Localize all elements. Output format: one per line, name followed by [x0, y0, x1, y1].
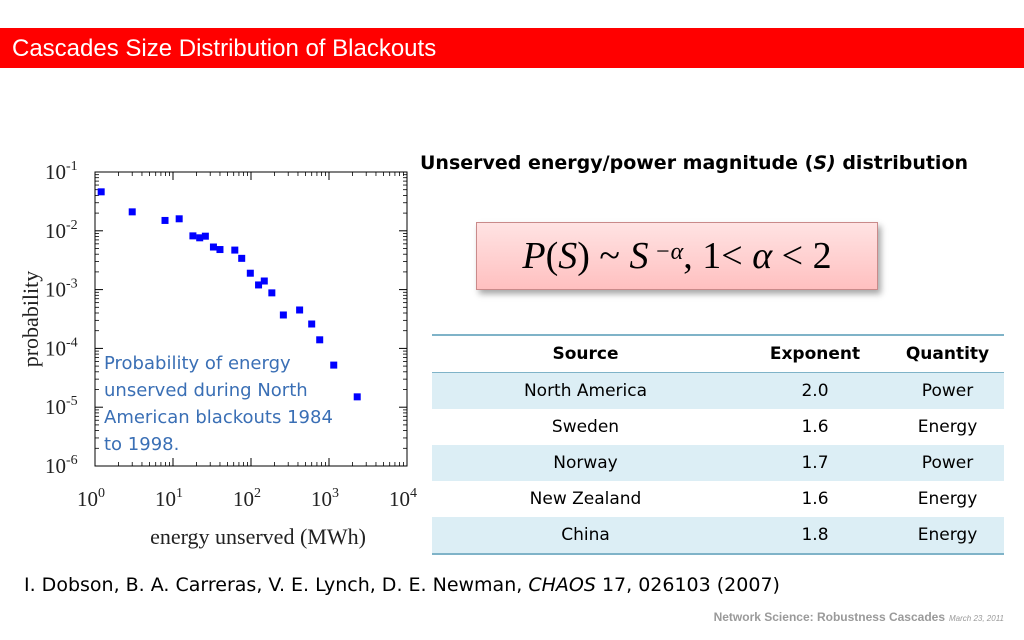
cell-quantity: Energy	[917, 489, 978, 509]
citation-journal: CHAOS	[528, 574, 596, 596]
data-point	[97, 188, 105, 196]
table-row: Norway 1.7 Power	[432, 445, 1004, 481]
header-exponent: Exponent	[739, 334, 891, 373]
x-tick-label: 103	[311, 486, 339, 511]
y-tick-label: 10-3	[45, 277, 78, 302]
distribution-title-prefix: Unserved energy/power magnitude (	[420, 152, 814, 174]
cell-exponent: 1.7	[739, 445, 891, 481]
x-axis-label: energy unserved (MWh)	[150, 524, 366, 549]
data-point	[246, 269, 254, 277]
table-row: China 1.8 Energy	[432, 517, 1004, 555]
x-tick-label: 100	[77, 486, 105, 511]
formula-rparen-tilde: ) ~	[577, 235, 630, 277]
distribution-title: Unserved energy/power magnitude (S) dist…	[420, 152, 968, 174]
table-row: Sweden 1.6 Energy	[432, 409, 1004, 445]
cell-source: North America	[432, 372, 739, 409]
data-point	[231, 246, 239, 254]
cell-source: Norway	[432, 445, 739, 481]
data-point	[238, 254, 246, 262]
y-tick-label: 10-2	[45, 218, 78, 243]
data-point	[201, 232, 209, 240]
y-tick-label: 10-5	[45, 394, 78, 419]
citation-details: 17, 026103 (2007)	[595, 574, 780, 596]
formula-p: P	[522, 235, 546, 277]
header-quantity: Quantity	[891, 334, 1004, 373]
formula-s1: S	[558, 235, 578, 277]
footer-date: March 23, 2011	[949, 614, 1004, 623]
data-point	[260, 277, 268, 285]
plot-caption: Probability of energy unserved during No…	[104, 353, 333, 455]
formula-lparen: (	[545, 235, 559, 277]
formula-s2: S	[629, 235, 649, 277]
x-tick-label: 104	[389, 486, 417, 511]
table-row: North America 2.0 Power	[432, 372, 1004, 409]
y-tick-label: 10-6	[45, 453, 78, 478]
x-tick-label: 101	[155, 486, 183, 511]
data-point	[296, 306, 304, 314]
data-point	[353, 393, 361, 401]
data-point	[189, 232, 197, 240]
data-point	[209, 243, 217, 251]
formula-comma: , 1<	[683, 235, 753, 277]
formula-alpha: α	[752, 235, 773, 277]
data-point	[128, 208, 136, 216]
data-point	[268, 289, 276, 297]
distribution-title-var: S)	[813, 152, 836, 174]
cell-quantity: Energy	[917, 417, 978, 437]
cell-source: Sweden	[551, 417, 620, 437]
cell-quantity: Power	[891, 445, 1004, 481]
cell-source: New Zealand	[529, 489, 642, 509]
footer-text: Network Science: Robustness Cascades	[713, 610, 945, 624]
formula-lt2: < 2	[772, 235, 832, 277]
data-point	[196, 234, 204, 242]
blackout-distribution-chart: 10-1 10-2 10-3 10-4 10-5 10-6 100 101 102 103 104…	[18, 159, 417, 549]
data-point	[175, 215, 183, 223]
slide-title: Cascades Size Distribution of Blackouts	[12, 35, 437, 62]
y-tick-label: 10-4	[45, 335, 78, 360]
header-source: Source	[432, 334, 739, 373]
data-points	[97, 188, 361, 401]
y-axis-label: probability	[18, 271, 43, 368]
data-point	[308, 320, 316, 328]
power-law-formula: P(S) ~ S −α, 1< α < 2	[476, 222, 878, 290]
formula-exponent: −α	[648, 238, 684, 265]
data-point	[161, 216, 169, 224]
y-tick-labels: 10-1 10-2 10-3 10-4 10-5 10-6	[45, 159, 78, 478]
cell-exponent: 1.6	[801, 417, 829, 437]
table-row: New Zealand 1.6 Energy	[432, 481, 1004, 517]
citation-authors: I. Dobson, B. A. Carreras, V. E. Lynch, …	[24, 574, 529, 596]
distribution-title-suffix: distribution	[835, 152, 969, 174]
cell-quantity: Power	[891, 372, 1004, 409]
cell-quantity: Energy	[891, 517, 1004, 555]
exponent-table: Source Exponent Quantity North America 2…	[432, 334, 1004, 555]
citation: I. Dobson, B. A. Carreras, V. E. Lynch, …	[24, 574, 780, 596]
x-tick-labels: 100 101 102 103 104	[77, 486, 417, 511]
data-point	[316, 336, 324, 344]
data-point	[216, 246, 224, 254]
cell-exponent: 1.6	[801, 489, 829, 509]
cell-exponent: 1.8	[739, 517, 891, 555]
y-tick-label: 10-1	[45, 159, 78, 184]
data-point	[255, 281, 263, 289]
major-ticks	[94, 171, 408, 467]
cell-source: China	[432, 517, 739, 555]
x-tick-label: 102	[233, 486, 261, 511]
title-bar: Cascades Size Distribution of Blackouts	[0, 28, 1024, 68]
table-header-row: Source Exponent Quantity	[432, 334, 1004, 373]
minor-ticks	[95, 172, 407, 466]
data-point	[330, 361, 338, 369]
footer: Network Science: Robustness Cascades Marc…	[714, 610, 1004, 624]
data-point	[279, 311, 287, 319]
cell-exponent: 2.0	[739, 372, 891, 409]
